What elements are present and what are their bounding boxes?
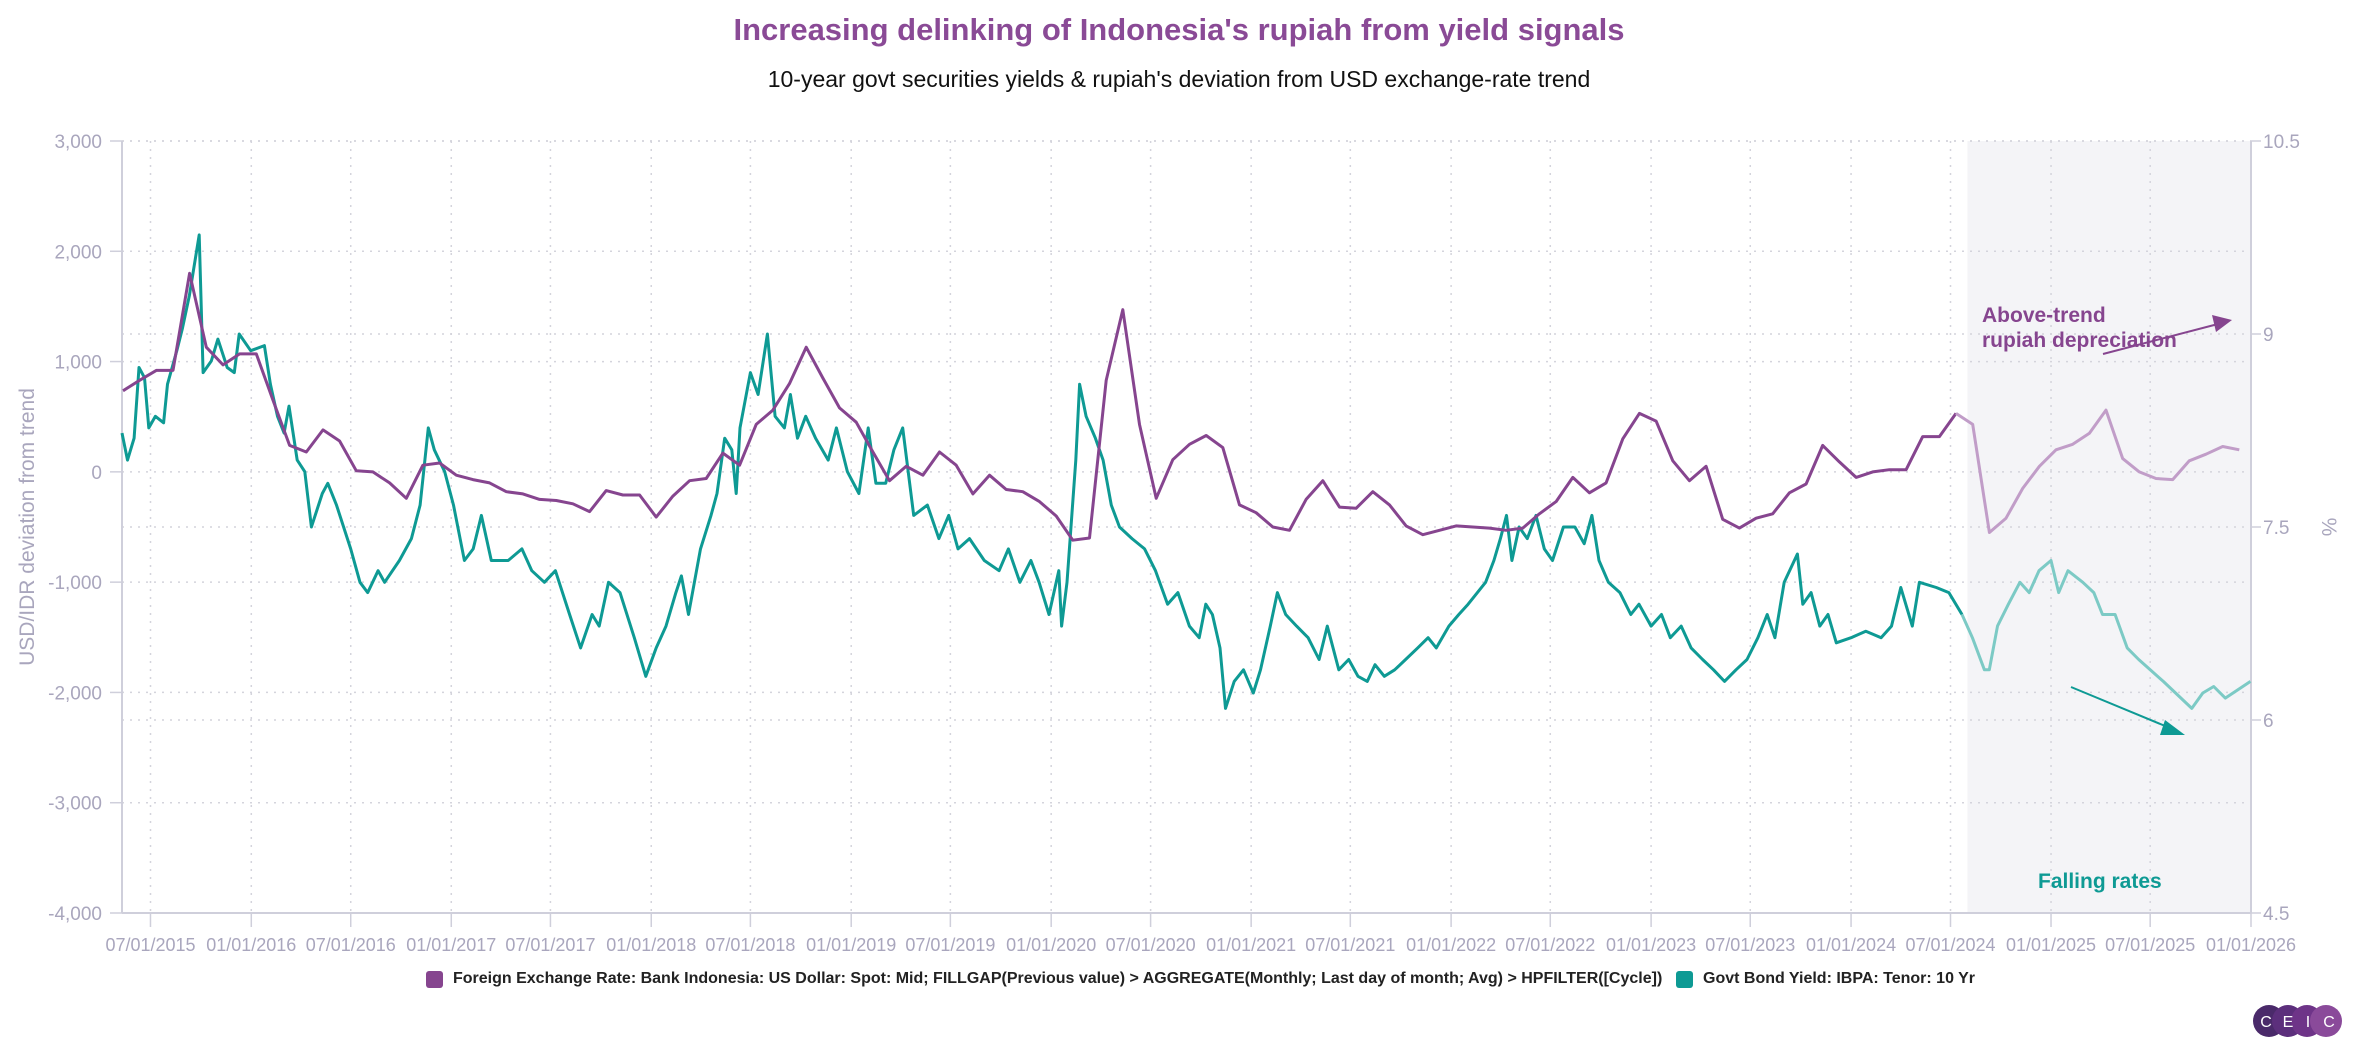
x-tick-label: 01/01/2018	[606, 935, 696, 955]
x-tick-label: 07/01/2016	[306, 935, 396, 955]
y-right-tick-label: 4.5	[2263, 904, 2289, 925]
x-tick-label: 07/01/2017	[505, 935, 595, 955]
legend-label-yield: Govt Bond Yield: IBPA: Tenor: 10 Yr	[1703, 970, 1976, 987]
y-left-tick-label: 2,000	[54, 242, 102, 263]
fx-deviation-series-line	[122, 271, 1958, 542]
y-left-tick-label: -2,000	[48, 683, 102, 704]
x-tick-label: 07/01/2019	[905, 935, 995, 955]
x-tick-label: 07/01/2022	[1505, 935, 1595, 955]
y-left-tick-label: -1,000	[48, 573, 102, 594]
x-tick-label: 01/01/2019	[806, 935, 896, 955]
x-tick-label: 01/01/2025	[2006, 935, 2096, 955]
y-left-tick-label: -4,000	[48, 904, 102, 925]
y-left-tick-label: -3,000	[48, 794, 102, 815]
arrow-head-falling-rates	[2160, 720, 2185, 735]
svg-text:C: C	[2323, 1014, 2335, 1031]
x-tick-label: 07/01/2023	[1705, 935, 1795, 955]
y-left-tick-label: 0	[91, 463, 102, 484]
x-tick-label: 07/01/2024	[1905, 935, 1995, 955]
x-tick-label: 07/01/2015	[105, 935, 195, 955]
x-tick-label: 01/01/2023	[1606, 935, 1696, 955]
arrow-head-depreciation	[2212, 315, 2232, 332]
x-tick-label: 01/01/2022	[1406, 935, 1496, 955]
y-left-tick-label: 3,000	[54, 132, 102, 153]
arrow-falling-rates	[2070, 686, 2171, 729]
x-tick-label: 01/01/2016	[206, 935, 296, 955]
x-tick-label: 01/01/2021	[1206, 935, 1296, 955]
y-right-tick-label: 7.5	[2263, 518, 2289, 539]
x-tick-label: 01/01/2020	[1006, 935, 1096, 955]
y-right-tick-label: 6	[2263, 711, 2274, 732]
legend-item-yield[interactable]: Govt Bond Yield: IBPA: Tenor: 10 Yr	[1676, 970, 1975, 988]
x-tick-label: 07/01/2021	[1305, 935, 1395, 955]
annotation-falling-rates: Falling rates	[2038, 870, 2162, 893]
annotation-depreciation-line2: rupiah depreciation	[1982, 329, 2177, 352]
y-left-axis-title: USD/IDR deviation from trend	[16, 388, 39, 666]
annotation-depreciation-line1: Above-trend	[1982, 304, 2106, 327]
x-tick-label: 01/01/2024	[1806, 935, 1896, 955]
y-right-axis-title: %	[2317, 518, 2340, 537]
chart-title: Increasing delinking of Indonesia's rupi…	[733, 12, 1625, 47]
legend-label-fx: Foreign Exchange Rate: Bank Indonesia: U…	[453, 970, 1663, 987]
fx-deviation-series-line-highlighted	[1955, 408, 2240, 534]
chart-subtitle: 10-year govt securities yields & rupiah'…	[767, 66, 1591, 92]
y-left-tick-label: 1,000	[54, 353, 102, 374]
x-tick-label: 01/01/2026	[2206, 935, 2296, 955]
legend-swatch-teal	[1676, 970, 1693, 988]
svg-text:C: C	[2260, 1014, 2272, 1031]
legend-item-fx[interactable]: Foreign Exchange Rate: Bank Indonesia: U…	[426, 970, 1662, 988]
y-right-tick-label: 9	[2263, 325, 2274, 346]
legend-swatch-purple	[426, 970, 443, 988]
x-tick-label: 07/01/2018	[705, 935, 795, 955]
yield-series-line	[120, 233, 1964, 710]
y-right-tick-label: 10.5	[2263, 132, 2300, 153]
highlight-region	[1967, 141, 2251, 913]
svg-text:E: E	[2283, 1014, 2294, 1031]
x-tick-label: 07/01/2020	[1106, 935, 1196, 955]
x-tick-label: 07/01/2025	[2105, 935, 2195, 955]
x-tick-label: 01/01/2017	[406, 935, 496, 955]
svg-text:I: I	[2306, 1014, 2310, 1031]
yield-series-line-highlighted	[1960, 559, 2252, 710]
arrow-depreciation	[2102, 323, 2219, 355]
